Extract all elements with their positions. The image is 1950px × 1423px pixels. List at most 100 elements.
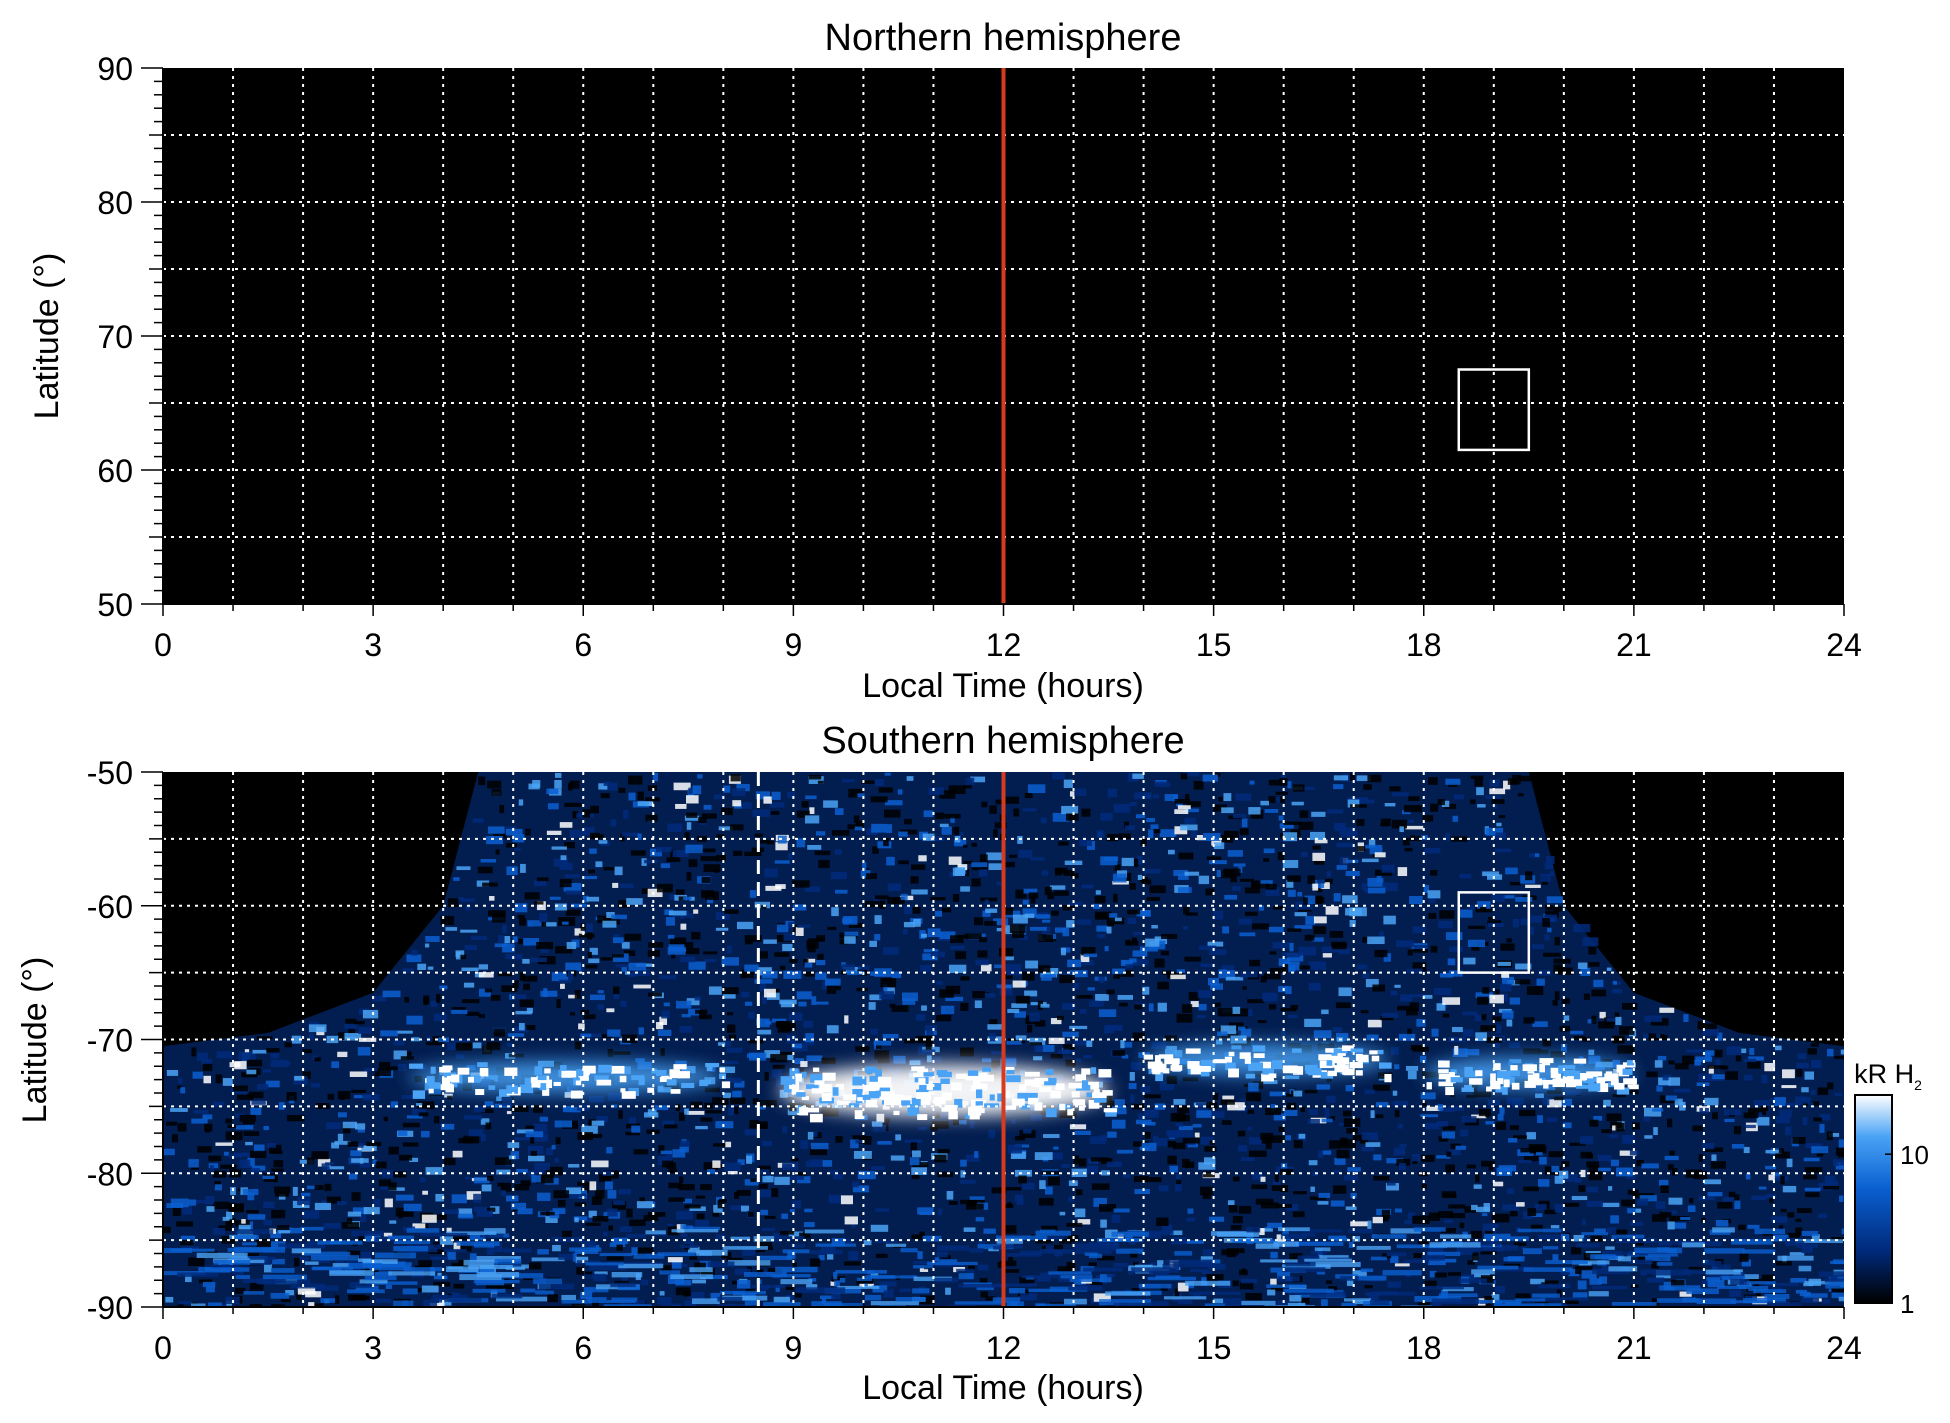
emission-pixel <box>941 1005 955 1014</box>
emission-pixel <box>1445 1164 1455 1173</box>
emission-pixel <box>1009 1288 1026 1294</box>
emission-pixel <box>571 1303 585 1307</box>
emission-pixel <box>895 1134 902 1141</box>
emission-pixel <box>247 1059 263 1067</box>
auroral-pixel <box>1497 1076 1506 1085</box>
emission-pixel <box>741 1205 749 1212</box>
emission-pixel <box>1069 791 1075 797</box>
emission-pixel <box>1379 931 1384 938</box>
emission-pixel <box>681 1263 688 1267</box>
emission-pixel <box>870 1224 889 1232</box>
emission-pixel <box>1243 1083 1252 1088</box>
emission-pixel <box>543 988 548 998</box>
emission-pixel <box>193 1109 209 1114</box>
emission-pixel <box>752 1098 759 1105</box>
emission-pixel <box>923 949 939 953</box>
auroral-pixel <box>1490 1080 1501 1090</box>
emission-pixel <box>1489 994 1504 1004</box>
emission-pixel <box>1539 1156 1547 1165</box>
auroral-pixel <box>1623 1078 1637 1085</box>
polar-streak <box>317 1240 363 1245</box>
emission-pixel <box>1472 1252 1479 1261</box>
emission-pixel <box>667 934 675 939</box>
emission-pixel <box>874 895 889 900</box>
emission-pixel <box>788 852 793 860</box>
auroral-pixel <box>1092 1092 1107 1098</box>
emission-pixel <box>1770 1216 1788 1223</box>
emission-pixel <box>597 1004 604 1010</box>
emission-pixel <box>1448 1204 1466 1209</box>
emission-pixel <box>683 896 692 901</box>
emission-pixel <box>1260 975 1267 983</box>
emission-pixel <box>406 954 422 963</box>
emission-pixel <box>675 1287 691 1296</box>
emission-pixel <box>1124 1042 1133 1048</box>
emission-pixel <box>1051 910 1059 916</box>
emission-pixel <box>238 1051 256 1061</box>
colorbar: kR H2 110 <box>1854 1059 1929 1319</box>
emission-pixel <box>1106 989 1115 995</box>
emission-pixel <box>1200 963 1214 968</box>
emission-pixel <box>518 799 524 806</box>
emission-pixel <box>598 840 608 844</box>
auroral-pixel <box>837 1100 851 1105</box>
emission-pixel <box>695 1125 708 1130</box>
emission-pixel <box>265 1080 280 1088</box>
emission-pixel <box>664 1124 678 1129</box>
emission-pixel <box>469 1234 486 1241</box>
emission-pixel <box>1232 1280 1239 1287</box>
emission-pixel <box>580 1009 590 1014</box>
emission-pixel <box>1795 1218 1802 1222</box>
emission-pixel <box>1321 946 1340 953</box>
emission-pixel <box>540 1211 555 1216</box>
emission-pixel <box>1509 1125 1519 1131</box>
polar-streak <box>611 1272 643 1278</box>
emission-pixel <box>748 1039 764 1044</box>
emission-pixel <box>975 1217 985 1222</box>
polar-streak <box>249 1256 276 1260</box>
auroral-pixel <box>1583 1074 1595 1084</box>
emission-pixel <box>1599 1276 1608 1284</box>
auroral-pixel <box>918 1078 926 1086</box>
emission-pixel <box>593 1273 607 1282</box>
emission-pixel <box>1523 1186 1539 1192</box>
emission-pixel <box>1561 1173 1578 1182</box>
emission-pixel <box>1177 1105 1190 1114</box>
emission-pixel <box>347 1250 361 1260</box>
emission-pixel <box>456 1054 465 1059</box>
south-y-axis-label: Latitude (°) <box>16 957 54 1124</box>
emission-pixel <box>639 1197 645 1203</box>
emission-pixel <box>314 1202 332 1211</box>
emission-pixel <box>754 833 764 838</box>
emission-pixel <box>402 1211 414 1217</box>
auroral-pixel <box>1090 1067 1097 1074</box>
emission-pixel <box>668 1182 682 1189</box>
emission-pixel <box>1269 1091 1287 1097</box>
emission-pixel <box>1044 1186 1053 1195</box>
emission-pixel <box>1552 1000 1558 1006</box>
auroral-pixel <box>1558 1065 1564 1073</box>
emission-pixel <box>1213 1298 1224 1304</box>
emission-pixel <box>393 1050 407 1060</box>
emission-pixel <box>965 1203 984 1210</box>
emission-pixel <box>637 1247 653 1254</box>
emission-pixel <box>1573 1234 1585 1242</box>
emission-pixel <box>1128 1268 1133 1275</box>
polar-streak <box>717 1304 751 1307</box>
emission-pixel <box>572 1253 577 1262</box>
polar-streak <box>771 1274 811 1278</box>
emission-pixel <box>680 913 694 919</box>
emission-pixel <box>1232 1176 1240 1182</box>
emission-pixel <box>1083 1054 1093 1059</box>
emission-pixel <box>688 1246 700 1254</box>
emission-pixel <box>1621 1085 1639 1095</box>
emission-pixel <box>1449 946 1464 953</box>
emission-pixel <box>1230 1225 1242 1230</box>
emission-pixel <box>494 1157 512 1165</box>
emission-pixel <box>774 952 790 957</box>
emission-pixel <box>238 1224 251 1231</box>
emission-pixel <box>1124 821 1129 829</box>
emission-pixel <box>1164 1035 1178 1042</box>
emission-pixel <box>1686 1049 1704 1053</box>
emission-pixel <box>580 1240 596 1249</box>
